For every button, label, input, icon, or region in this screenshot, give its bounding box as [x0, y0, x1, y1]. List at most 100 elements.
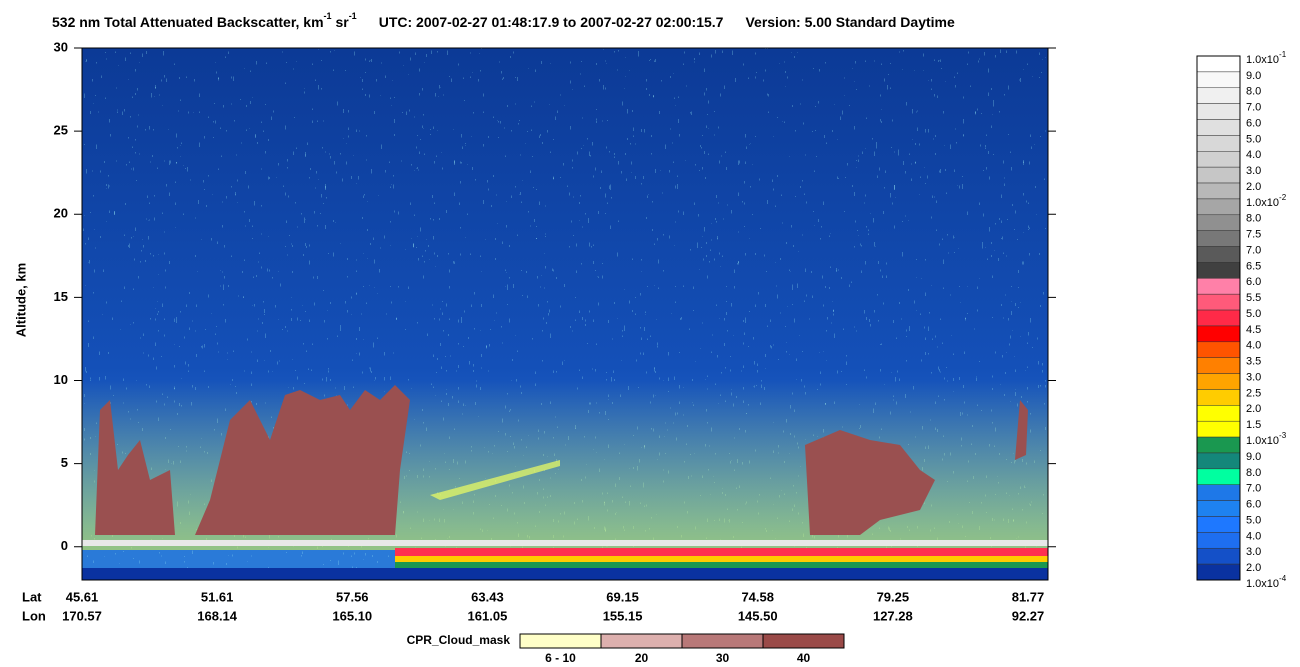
x-tick-label: 145.50 [738, 608, 778, 623]
colorbar-cell [1196, 214, 1241, 231]
colorbar-cell [1196, 563, 1241, 581]
x-tick-label: 63.43 [471, 589, 504, 604]
colorbar-label: 2.5 [1246, 387, 1261, 399]
x-tick-label: 74.58 [741, 589, 774, 604]
legend-swatch [519, 633, 602, 649]
colorbar-label: 1.0x10-3 [1246, 431, 1287, 447]
colorbar-cell [1196, 103, 1241, 120]
colorbar-label: 3.0 [1246, 165, 1261, 177]
colorbar-label: 7.5 [1246, 229, 1261, 241]
colorbar-cell [1196, 532, 1241, 549]
colorbar-label: 6.5 [1246, 260, 1261, 272]
colorbar-label: 1.0x10-2 [1246, 193, 1287, 209]
colorbar-cell [1196, 500, 1241, 517]
colorbar-label: 9.0 [1246, 70, 1261, 82]
x-tick-label: 45.61 [66, 589, 99, 604]
colorbar-label: 5.0 [1246, 133, 1261, 145]
colorbar-label: 5.0 [1246, 514, 1261, 526]
colorbar-cell [1196, 309, 1241, 327]
x-row-label: Lat [22, 589, 42, 604]
colorbar-cell [1196, 484, 1241, 501]
y-axis-label: Altitude, km [13, 263, 28, 337]
colorbar-label: 3.5 [1246, 356, 1261, 368]
x-tick-label: 165.10 [332, 608, 372, 623]
colorbar-cell [1196, 71, 1241, 89]
colorbar-cell [1196, 230, 1241, 247]
colorbar-label: 4.0 [1246, 149, 1261, 161]
colorbar-label: 4.5 [1246, 324, 1261, 336]
x-tick-label: 161.05 [468, 608, 508, 623]
x-tick-label: 57.56 [336, 589, 369, 604]
colorbar-frame [1196, 55, 1241, 581]
title-part: UTC: 2007-02-27 01:48:17.9 to 2007-02-27… [379, 14, 724, 30]
colorbar-cell [1196, 278, 1241, 295]
colorbar-label: 2.0 [1246, 403, 1261, 415]
colorbar-cell [1196, 151, 1241, 168]
colorbar-cell [1196, 293, 1241, 311]
title-part: -1 [324, 11, 332, 21]
legend-swatch [762, 633, 845, 649]
colorbar-label-mantissa: 1.0x10 [1246, 54, 1279, 66]
x-tick-label: 79.25 [877, 589, 910, 604]
colorbar-label: 7.0 [1246, 102, 1261, 114]
plot-background [82, 48, 1048, 580]
legend-label: 20 [635, 651, 649, 665]
colorbar-label-mantissa: 1.0x10 [1246, 578, 1279, 590]
colorbar-label: 8.0 [1246, 213, 1261, 225]
colorbar-label: 6.0 [1246, 276, 1261, 288]
plot-frame [81, 47, 1049, 581]
colorbar-label-exponent: -4 [1279, 574, 1287, 583]
x-tick-label: 155.15 [603, 608, 643, 623]
y-tick-label: 5 [61, 455, 68, 470]
colorbar-cell [1196, 547, 1241, 565]
colorbar-cell [1196, 87, 1241, 104]
colorbar-cell [1196, 436, 1241, 454]
colorbar-cell [1196, 182, 1241, 200]
colorbar-label: 9.0 [1246, 451, 1261, 463]
title-part: 532 nm Total Attenuated Backscatter, km [52, 14, 324, 30]
colorbar-label: 2.0 [1246, 181, 1261, 193]
colorbar-label: 6.0 [1246, 117, 1261, 129]
colorbar-cell [1196, 405, 1241, 422]
colorbar-cell [1196, 420, 1241, 438]
colorbar-cell [1196, 389, 1241, 406]
colorbar-cell [1196, 55, 1241, 73]
colorbar-label: 3.0 [1246, 546, 1261, 558]
x-tick-label: 170.57 [62, 608, 102, 623]
title-part: Version: 5.00 Standard Daytime [745, 14, 955, 30]
colorbar-cell [1196, 198, 1241, 216]
colorbar-label: 8.0 [1246, 86, 1261, 98]
colorbar-cell [1196, 325, 1241, 343]
x-tick-label: 168.14 [197, 608, 238, 623]
x-tick-label: 69.15 [606, 589, 639, 604]
colorbar-label: 1.5 [1246, 419, 1261, 431]
colorbar-label: 1.0x10-4 [1246, 574, 1287, 590]
x-row-label: Lon [22, 608, 46, 623]
colorbar-label-mantissa: 1.0x10 [1246, 435, 1279, 447]
colorbar-label: 5.5 [1246, 292, 1261, 304]
colorbar-label: 7.0 [1246, 483, 1261, 495]
colorbar-cell [1196, 357, 1241, 374]
y-tick-label: 15 [54, 289, 68, 304]
legend-swatch [681, 633, 764, 649]
colorbar-cell [1196, 246, 1241, 263]
y-tick-label: 20 [54, 206, 68, 221]
colorbar-label: 4.0 [1246, 340, 1261, 352]
y-tick-label: 0 [61, 538, 68, 553]
legend-label: 6 - 10 [545, 651, 576, 665]
colorbar-label-mantissa: 1.0x10 [1246, 197, 1279, 209]
colorbar-label: 6.0 [1246, 499, 1261, 511]
colorbar-label: 5.0 [1246, 308, 1261, 320]
x-tick-label: 127.28 [873, 608, 913, 623]
colorbar-cell [1196, 119, 1241, 136]
colorbar-label-exponent: -2 [1279, 193, 1287, 202]
colorbar-label: 1.0x10-1 [1246, 50, 1287, 66]
legend-title: CPR_Cloud_mask [407, 633, 511, 647]
x-tick-label: 51.61 [201, 589, 234, 604]
x-tick-label: 81.77 [1012, 589, 1045, 604]
colorbar-cell [1196, 166, 1241, 184]
colorbar-cell [1196, 135, 1241, 152]
colorbar-cell [1196, 452, 1241, 470]
colorbar-label: 3.0 [1246, 371, 1261, 383]
